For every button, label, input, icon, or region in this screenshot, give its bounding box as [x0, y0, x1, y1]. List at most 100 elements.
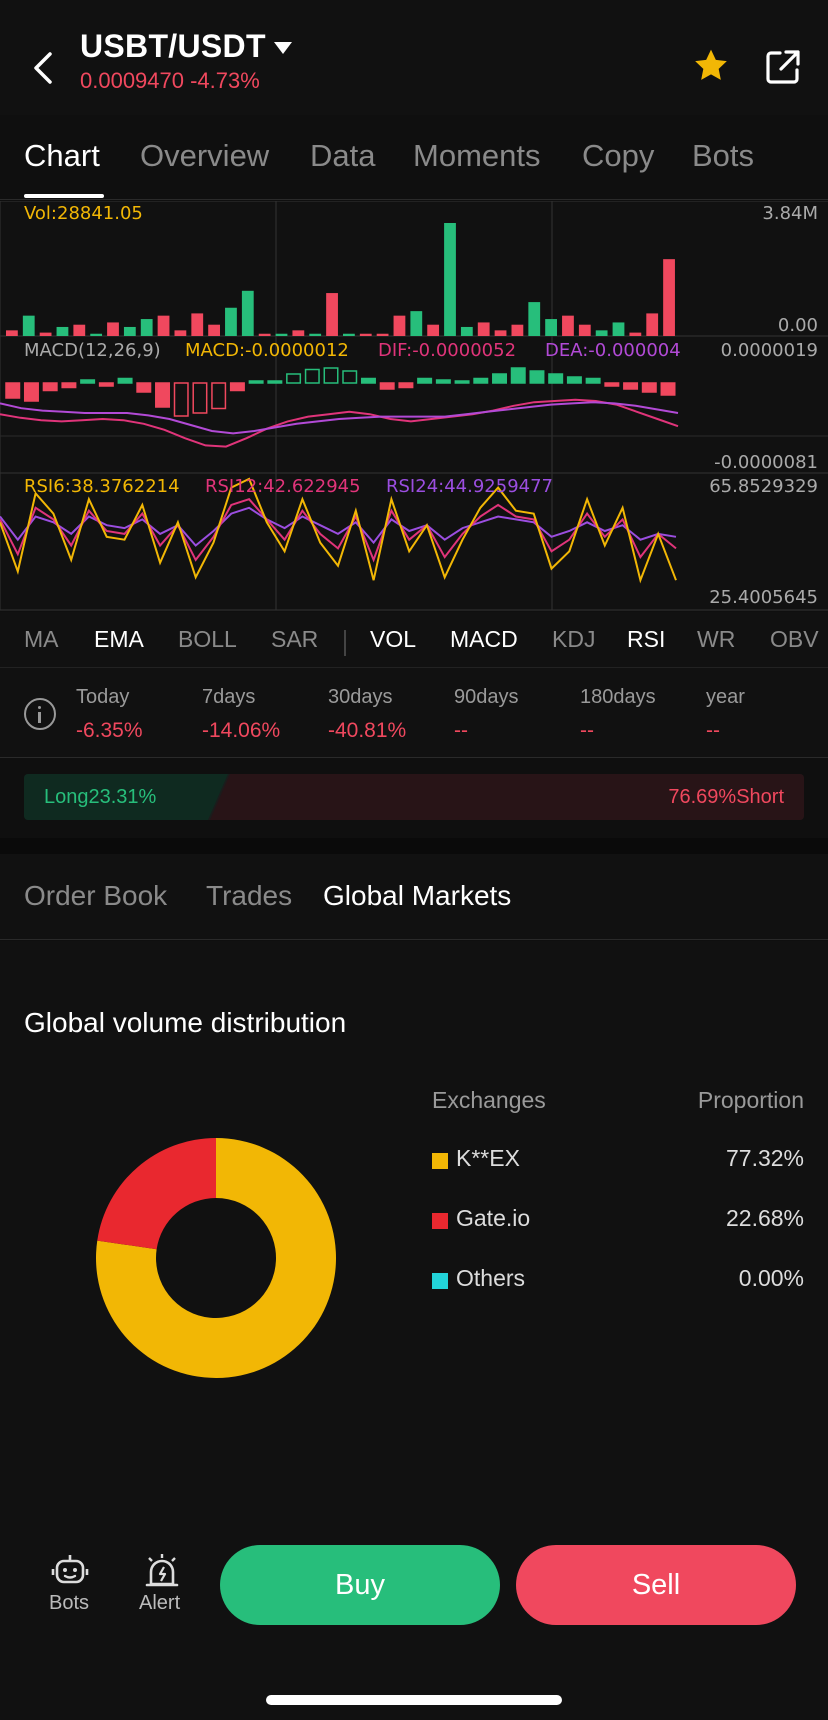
volume-bar	[410, 311, 423, 336]
macd-histogram-bar	[529, 370, 545, 384]
perf-value: --	[580, 719, 594, 742]
alert-bell-icon[interactable]	[143, 1552, 181, 1590]
back-arrow-icon[interactable]	[30, 50, 56, 86]
donut-slice[interactable]	[97, 1138, 216, 1250]
volume-bar	[343, 333, 355, 336]
legend-exchange-name: Others	[456, 1265, 526, 1291]
info-icon[interactable]	[24, 698, 56, 730]
perf-90days: 90days --	[454, 686, 519, 743]
indicator-boll[interactable]: BOLL	[178, 626, 237, 652]
volume-bar	[275, 333, 288, 336]
indicator-rsi[interactable]: RSI	[627, 626, 666, 652]
volume-bar	[477, 322, 490, 336]
dif-value-label: DIF:-0.0000052	[378, 340, 517, 361]
macd-histogram-bar	[473, 377, 489, 384]
legend-proportion: 77.32%	[725, 1145, 804, 1171]
macd-histogram-bar	[23, 382, 39, 402]
macd-histogram-bar	[136, 382, 152, 393]
volume-bar	[157, 315, 170, 336]
volume-bar	[545, 319, 557, 336]
volume-bar	[376, 333, 389, 336]
volume-bar	[427, 324, 440, 336]
volume-donut-chart[interactable]	[96, 1138, 336, 1378]
macd-histogram-bar	[61, 382, 77, 389]
short-ratio: 76.69%Short	[668, 786, 784, 808]
tab-copy[interactable]: Copy	[582, 138, 655, 173]
perf-label: year	[706, 686, 745, 708]
volume-bar	[123, 326, 136, 336]
tab-trades[interactable]: Trades	[206, 880, 293, 911]
indicator-obv[interactable]: OBV	[770, 626, 819, 652]
perf-label: 180days	[580, 686, 656, 708]
macd-histogram-bar	[454, 380, 470, 384]
macd-histogram-bar	[155, 382, 171, 408]
macd-max-label: 0.0000019	[720, 340, 818, 361]
volume-bar	[140, 319, 153, 336]
tab-bots[interactable]: Bots	[692, 138, 755, 173]
perf-value: --	[706, 719, 720, 742]
macd-histogram-bar	[660, 382, 676, 396]
long-ratio: Long23.31%	[44, 786, 157, 808]
section-divider	[0, 838, 828, 854]
macd-histogram-bar	[229, 382, 245, 392]
macd-histogram-bar	[192, 382, 208, 414]
indicator-chart[interactable]: Vol:28841.05 3.84M 0.00 MACD(12,26,9) MA…	[0, 201, 828, 611]
macd-histogram-bar	[211, 382, 227, 410]
tab-moments[interactable]: Moments	[413, 138, 541, 173]
volume-bar	[359, 333, 372, 336]
tab-data[interactable]: Data	[310, 138, 376, 173]
market-sub-tabs: Order Book Trades Global Markets	[0, 854, 828, 940]
indicator-ma[interactable]: MA	[24, 626, 59, 652]
tab-chart[interactable]: Chart	[24, 138, 100, 173]
legend-swatch	[432, 1273, 448, 1289]
perf-180days: 180days --	[580, 686, 656, 743]
perf-label: 90days	[454, 686, 519, 708]
volume-bar	[90, 333, 103, 336]
legend-row-gate: Gate.io 22.68%	[432, 1205, 804, 1235]
volume-bar	[663, 259, 675, 336]
global-markets-panel: Global volume distribution Exchanges Pro…	[0, 941, 828, 1521]
macd-histogram-bar	[42, 382, 58, 392]
indicator-sar[interactable]: SAR	[271, 626, 319, 652]
buy-button[interactable]: Buy	[220, 1545, 500, 1625]
macd-histogram-bar	[98, 382, 114, 387]
macd-histogram-bar	[548, 373, 564, 384]
sell-button[interactable]: Sell	[516, 1545, 796, 1625]
tab-global-markets[interactable]: Global Markets	[323, 880, 512, 911]
vol-label: Vol:28841.05	[24, 203, 143, 224]
share-icon[interactable]	[764, 48, 802, 86]
indicator-ema[interactable]: EMA	[94, 626, 144, 652]
vol-max-label: 3.84M	[762, 203, 818, 224]
rsi24-label: RSI24:44.9259477	[386, 476, 554, 497]
perf-label: 30days	[328, 686, 393, 708]
volume-bar	[208, 324, 220, 336]
macd-histogram-bar	[5, 382, 21, 399]
pair-title[interactable]: USBT/USDT	[80, 28, 266, 64]
indicator-kdj[interactable]: KDJ	[552, 626, 596, 652]
legend-row-kex: K**EX 77.32%	[432, 1145, 804, 1175]
robot-icon[interactable]	[51, 1552, 89, 1590]
volume-bar	[578, 324, 591, 336]
dea-value-label: DEA:-0.000004	[545, 340, 681, 361]
perf-7days: 7days -14.06%	[202, 686, 280, 743]
rsi12-label: RSI12:42.622945	[205, 476, 361, 497]
volume-bar	[73, 324, 86, 336]
volume-bar	[225, 307, 237, 336]
macd-histogram-bar	[360, 377, 376, 384]
performance-strip: Today -6.35% 7days -14.06% 30days -40.81…	[0, 668, 828, 758]
header: USBT/USDT 0.0009470 -4.73%	[0, 0, 828, 115]
tab-overview[interactable]: Overview	[140, 138, 270, 173]
indicator-vol[interactable]: VOL	[370, 626, 417, 652]
volume-bar	[22, 315, 35, 336]
macd-histogram-bar	[641, 382, 657, 393]
tab-order-book[interactable]: Order Book	[24, 880, 168, 911]
macd-histogram-bar	[510, 367, 526, 384]
indicator-wr[interactable]: WR	[697, 626, 736, 652]
macd-histogram-bar	[286, 373, 302, 384]
legend-proportion: 22.68%	[725, 1205, 804, 1231]
pair-dropdown-caret-icon[interactable]	[274, 42, 292, 54]
volume-bar	[56, 326, 69, 336]
indicator-macd[interactable]: MACD	[450, 626, 518, 652]
donut-slice[interactable]	[96, 1138, 336, 1378]
favorite-star-icon[interactable]	[690, 46, 732, 86]
